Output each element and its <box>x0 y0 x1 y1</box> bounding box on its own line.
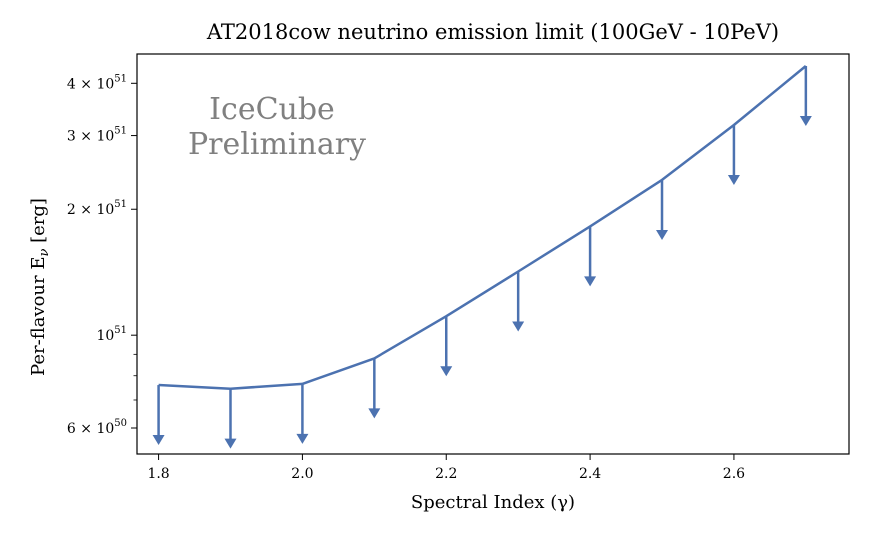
y-axis-ticks: 6 × 1050 1051 2 × 1051 3 × 1051 4 × 1051 <box>67 73 137 437</box>
upper-limit-arrow <box>656 179 669 240</box>
arrow-head <box>727 174 740 185</box>
y-axis-label-main: Per-flavour E <box>28 257 49 376</box>
plot-area <box>136 53 850 455</box>
upper-limit-arrow <box>584 226 597 287</box>
x-tick-label: 2.6 <box>723 466 745 482</box>
arrow-head <box>656 229 669 240</box>
arrow-head <box>296 433 309 444</box>
y-axis-label: Per-flavour Eν [erg] <box>28 198 52 376</box>
x-tick-label: 2.4 <box>579 466 601 482</box>
x-tick-label: 1.8 <box>147 466 169 482</box>
upper-limit-arrow <box>224 388 237 449</box>
y-tick-label: 6 × 1050 <box>67 418 127 437</box>
arrow-head <box>224 438 237 449</box>
arrow-head <box>152 435 165 446</box>
arrow-head <box>584 276 597 287</box>
upper-limit-arrow <box>368 358 381 419</box>
y-tick-label: 1051 <box>96 325 127 344</box>
chart-title: AT2018cow neutrino emission limit (100Ge… <box>206 20 779 44</box>
arrow-head <box>440 366 453 377</box>
upper-limit-arrow <box>512 271 525 332</box>
y-tick-label: 3 × 1051 <box>67 126 127 145</box>
upper-limit-arrow <box>727 124 740 185</box>
upper-limit-arrow <box>440 316 453 377</box>
x-tick-label: 2.2 <box>435 466 457 482</box>
watermark-line-1: IceCube <box>209 92 335 127</box>
y-axis-label-unit: [erg] <box>28 198 49 249</box>
axes-frame <box>136 53 850 455</box>
x-axis-ticks: 1.8 2.0 2.2 2.4 2.6 <box>147 454 745 482</box>
arrow-head <box>799 115 812 126</box>
upper-limit-arrow <box>296 383 309 444</box>
y-tick-label: 2 × 1051 <box>67 199 127 218</box>
limit-line <box>158 65 807 390</box>
y-tick-label: 4 × 1051 <box>67 73 127 92</box>
watermark-line-2: Preliminary <box>188 127 366 162</box>
upper-limit-arrow <box>799 65 812 126</box>
upper-limit-arrow <box>152 385 165 446</box>
x-axis-label: Spectral Index (γ) <box>411 492 575 513</box>
y-axis-label-sub: ν <box>37 249 52 257</box>
arrow-head <box>512 321 525 332</box>
arrow-head <box>368 408 381 419</box>
x-tick-label: 2.0 <box>291 466 313 482</box>
